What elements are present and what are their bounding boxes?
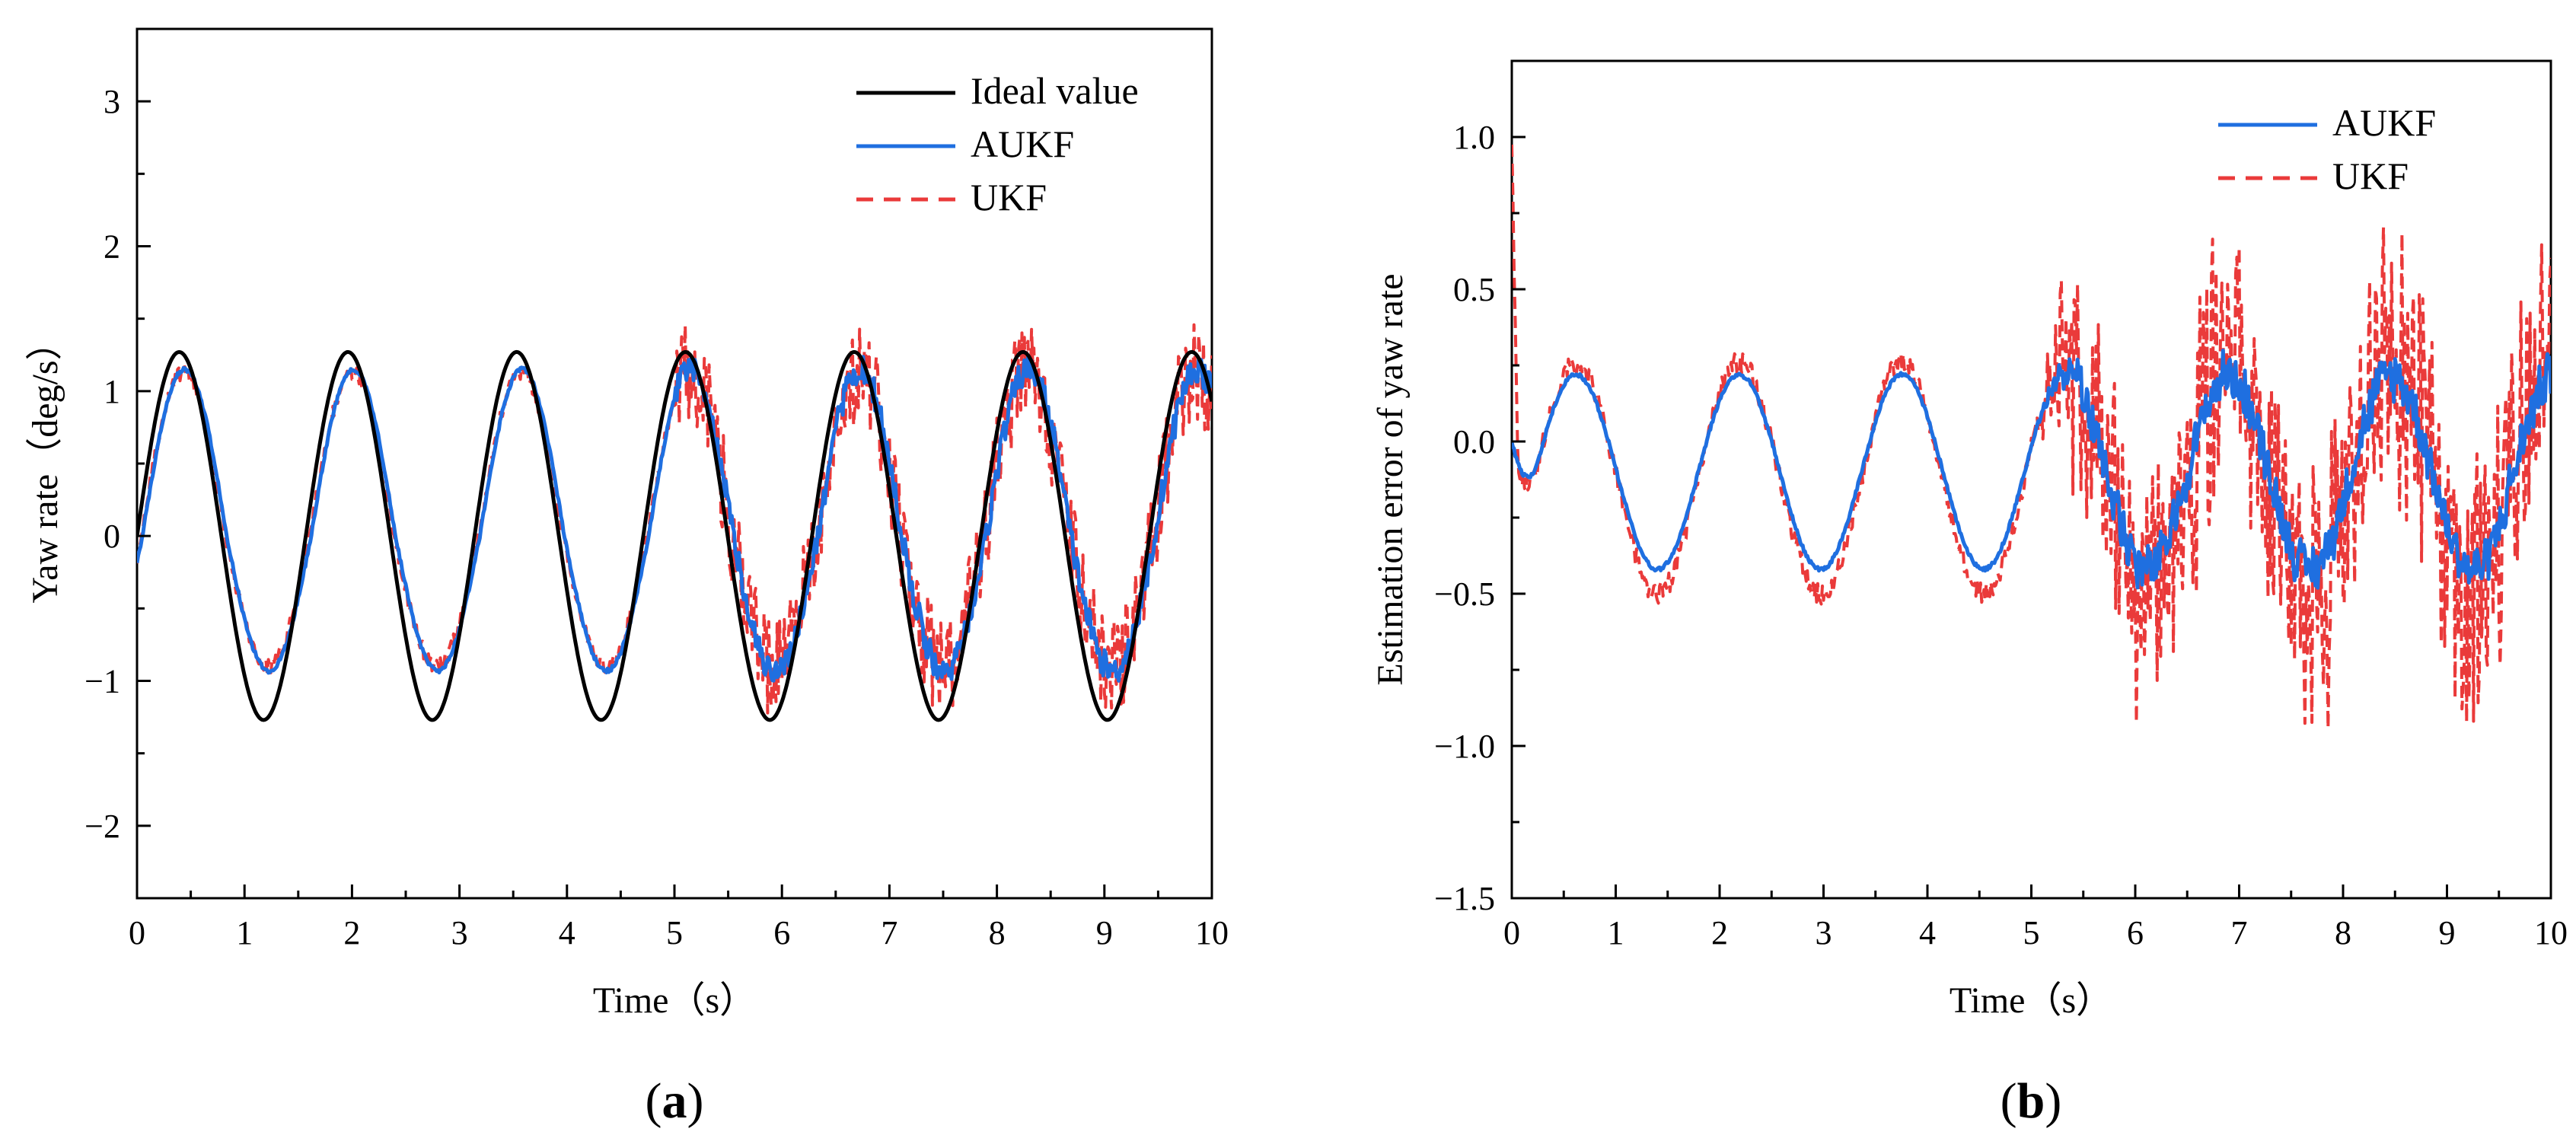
panel-a-label-open: ( [646, 1073, 662, 1129]
legend-label: Ideal value [971, 69, 1139, 112]
panel-a-series-group [137, 323, 1212, 722]
panel-b-label: (b) [2001, 1073, 2062, 1129]
x-tick-label: 8 [2335, 914, 2351, 951]
series-line-aukf [1512, 349, 2551, 590]
x-tick-label: 4 [559, 914, 575, 951]
x-tick-label: 9 [2439, 914, 2456, 951]
x-tick-label: 6 [2127, 914, 2144, 951]
panel-a-label-letter: a [662, 1073, 687, 1129]
panel-b-legend: AUKF UKF [2218, 101, 2436, 197]
x-tick-label: 3 [1816, 914, 1832, 951]
y-tick-label: 1 [104, 373, 120, 410]
y-tick-label: 0.0 [1453, 423, 1495, 461]
series-line-ukf [137, 323, 1212, 715]
panel-b-label-letter: b [2017, 1073, 2045, 1129]
x-tick-label: 6 [773, 914, 790, 951]
x-tick-label: 2 [1711, 914, 1728, 951]
series-line-ukf [1512, 144, 2551, 730]
legend-label: UKF [2332, 155, 2409, 197]
panel-a-x-axis-label: Time（s） [593, 980, 756, 1021]
y-tick-label: 0.5 [1453, 271, 1495, 308]
x-tick-label: 0 [129, 914, 145, 951]
y-tick-label: 3 [104, 83, 120, 120]
x-tick-label: 8 [989, 914, 1006, 951]
y-tick-label: 0 [104, 518, 120, 555]
x-tick-label: 5 [2023, 914, 2040, 951]
x-tick-label: 3 [451, 914, 468, 951]
panel-b-x-ticks: 0 1 2 3 4 5 6 7 8 9 10 [1503, 884, 2568, 951]
panel-a-y-axis-label: Yaw rate（deg/s） [25, 323, 65, 603]
x-tick-label: 7 [2231, 914, 2248, 951]
panel-b-label-close: ) [2045, 1073, 2061, 1129]
panel-b-x-axis-label: Time（s） [1950, 980, 2112, 1021]
x-tick-label: 2 [343, 914, 360, 951]
panel-b-chart: 0 1 2 3 4 5 6 7 8 9 10 −1.5 −1.0 −0.5 0.0 0.5 1.0 Time（… [1370, 59, 2568, 1021]
panel-a-label: (a) [646, 1073, 704, 1129]
legend-label: AUKF [971, 123, 1074, 165]
y-tick-label: −0.5 [1434, 575, 1495, 613]
x-tick-label: 0 [1503, 914, 1520, 951]
series-line-aukf [137, 355, 1212, 683]
y-tick-label: −2 [84, 808, 120, 845]
x-tick-label: 10 [1195, 914, 1229, 951]
y-tick-label: −1.0 [1434, 728, 1495, 765]
x-tick-label: 7 [881, 914, 897, 951]
panel-b-label-open: ( [2001, 1073, 2017, 1129]
panel-a-chart: 0 1 2 3 4 5 6 7 8 9 10 −2 −1 0 1 2 3 Time（s） Yaw rate（d… [25, 27, 1229, 1021]
panel-a-label-close: ) [687, 1073, 704, 1129]
x-tick-label: 1 [1608, 914, 1624, 951]
panel-b-series-group [1512, 144, 2551, 730]
panel-a-x-ticks: 0 1 2 3 4 5 6 7 8 9 10 [129, 884, 1229, 951]
y-tick-label: 1.0 [1453, 119, 1495, 156]
panel-b-y-axis-label: Estimation error of yaw rate [1370, 273, 1411, 685]
legend-label: AUKF [2332, 101, 2436, 144]
legend-label: UKF [971, 176, 1047, 218]
panel-a-legend: Ideal value AUKF UKF [856, 69, 1139, 218]
panel-a-y-ticks: −2 −1 0 1 2 3 [84, 27, 151, 900]
x-tick-label: 1 [236, 914, 253, 951]
x-tick-label: 9 [1096, 914, 1113, 951]
x-tick-label: 4 [1919, 914, 1936, 951]
series-line-ideal-value [137, 349, 1212, 722]
y-tick-label: 2 [104, 228, 120, 266]
x-tick-label: 5 [666, 914, 683, 951]
panel-b-y-ticks: −1.5 −1.0 −0.5 0.0 0.5 1.0 [1434, 59, 1526, 917]
y-tick-label: −1.5 [1434, 880, 1495, 917]
y-tick-label: −1 [84, 663, 120, 700]
x-tick-label: 10 [2534, 914, 2568, 951]
